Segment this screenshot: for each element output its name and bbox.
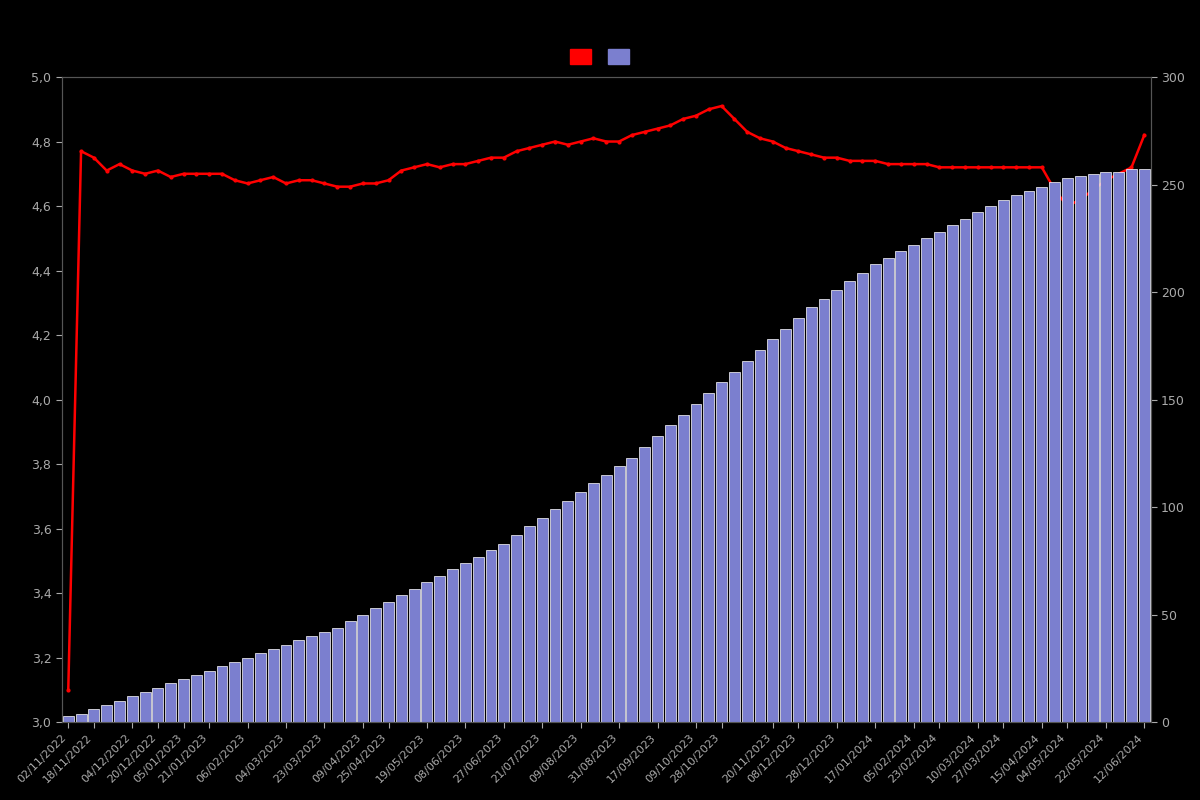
- Bar: [1049, 182, 1060, 722]
- Bar: [716, 382, 727, 722]
- Bar: [524, 526, 535, 722]
- Bar: [306, 636, 317, 722]
- Bar: [1010, 195, 1021, 722]
- Bar: [934, 232, 944, 722]
- Bar: [409, 589, 420, 722]
- Bar: [678, 414, 689, 722]
- Bar: [805, 307, 817, 722]
- Bar: [1075, 176, 1086, 722]
- Legend:   ,   : ,: [566, 46, 647, 68]
- Bar: [652, 436, 662, 722]
- Bar: [960, 219, 971, 722]
- Bar: [358, 614, 368, 722]
- Bar: [89, 710, 100, 722]
- Bar: [563, 501, 574, 722]
- Bar: [613, 466, 624, 722]
- Bar: [818, 298, 829, 722]
- Bar: [1139, 170, 1150, 722]
- Bar: [1037, 186, 1048, 722]
- Bar: [421, 582, 432, 722]
- Bar: [152, 688, 163, 722]
- Bar: [76, 714, 86, 722]
- Bar: [371, 608, 382, 722]
- Bar: [793, 318, 804, 722]
- Bar: [448, 570, 458, 722]
- Bar: [229, 662, 240, 722]
- Bar: [626, 458, 637, 722]
- Bar: [690, 404, 701, 722]
- Bar: [62, 716, 73, 722]
- Bar: [204, 670, 215, 722]
- Bar: [166, 683, 176, 722]
- Bar: [127, 696, 138, 722]
- Bar: [972, 213, 983, 722]
- Bar: [434, 576, 445, 722]
- Bar: [895, 251, 906, 722]
- Bar: [1024, 191, 1034, 722]
- Bar: [473, 557, 484, 722]
- Bar: [780, 329, 791, 722]
- Bar: [832, 290, 842, 722]
- Bar: [1114, 172, 1124, 722]
- Bar: [845, 282, 856, 722]
- Bar: [665, 426, 676, 722]
- Bar: [242, 658, 253, 722]
- Bar: [550, 510, 560, 722]
- Bar: [101, 705, 112, 722]
- Bar: [498, 544, 509, 722]
- Bar: [1100, 172, 1111, 722]
- Bar: [178, 679, 188, 722]
- Bar: [216, 666, 228, 722]
- Bar: [486, 550, 497, 722]
- Bar: [908, 245, 919, 722]
- Bar: [755, 350, 766, 722]
- Bar: [344, 621, 355, 722]
- Bar: [767, 339, 779, 722]
- Bar: [728, 372, 740, 722]
- Bar: [281, 645, 292, 722]
- Bar: [601, 475, 612, 722]
- Bar: [575, 492, 586, 722]
- Bar: [870, 264, 881, 722]
- Bar: [922, 238, 932, 722]
- Bar: [396, 595, 407, 722]
- Bar: [1126, 170, 1136, 722]
- Bar: [191, 675, 202, 722]
- Bar: [1087, 174, 1098, 722]
- Bar: [268, 649, 278, 722]
- Bar: [640, 447, 650, 722]
- Bar: [536, 518, 547, 722]
- Bar: [742, 361, 752, 722]
- Bar: [114, 701, 125, 722]
- Bar: [332, 627, 343, 722]
- Bar: [319, 632, 330, 722]
- Bar: [703, 393, 714, 722]
- Bar: [139, 692, 150, 722]
- Bar: [857, 273, 868, 722]
- Bar: [383, 602, 394, 722]
- Bar: [883, 258, 894, 722]
- Bar: [460, 563, 470, 722]
- Bar: [1062, 178, 1073, 722]
- Bar: [998, 199, 1009, 722]
- Bar: [511, 535, 522, 722]
- Bar: [985, 206, 996, 722]
- Bar: [947, 226, 958, 722]
- Bar: [254, 654, 266, 722]
- Bar: [293, 641, 305, 722]
- Bar: [588, 483, 599, 722]
